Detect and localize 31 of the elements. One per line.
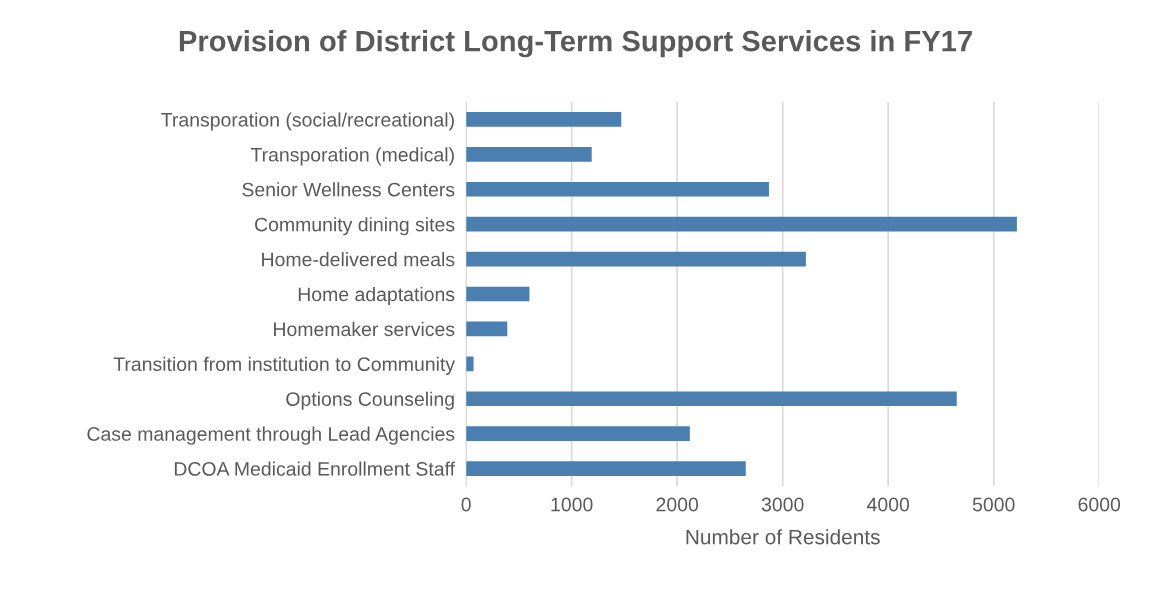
y-tick-label: Homemaker services <box>274 321 455 337</box>
bar <box>466 286 530 302</box>
y-tick-label: Case management through Lead Agencies <box>87 426 455 445</box>
bar <box>466 181 769 197</box>
bar <box>466 251 806 267</box>
bar <box>466 147 592 162</box>
y-tick-label: Home adaptations <box>298 286 455 306</box>
y-tick-label: Transition from institution to Community <box>113 356 456 375</box>
bar <box>466 321 508 337</box>
x-tick-label: 2000 <box>656 497 699 512</box>
y-tick-label: Community dining sites <box>255 217 455 236</box>
x-tick-label: 4000 <box>867 497 910 512</box>
bar <box>466 356 474 372</box>
x-tick-label: 3000 <box>761 497 804 512</box>
y-tick-label: Transporation (social/recreational) <box>161 112 454 131</box>
bar <box>466 112 622 127</box>
bar <box>466 216 1017 232</box>
x-axis-title: Number of Residents <box>686 529 880 545</box>
y-tick-label: Home-delivered meals <box>262 252 455 267</box>
x-tick-label: 5000 <box>972 497 1015 512</box>
x-tick-label: 1000 <box>551 497 593 512</box>
y-tick-label: DCOA Medicaid Enrollment Staff <box>174 461 456 476</box>
x-tick-label: 6000 <box>1078 497 1121 512</box>
y-tick-label: Transporation (medical) <box>250 147 454 166</box>
bar <box>466 426 690 441</box>
y-tick-label: Senior Wellness Centers <box>242 182 455 197</box>
y-tick-label: Options Counseling <box>286 391 454 410</box>
x-tick-label: 0 <box>461 497 471 512</box>
chart-title: Provision of District Long-Term Support Services in FY17 <box>179 30 972 58</box>
bar <box>466 461 746 476</box>
bar <box>466 391 957 407</box>
